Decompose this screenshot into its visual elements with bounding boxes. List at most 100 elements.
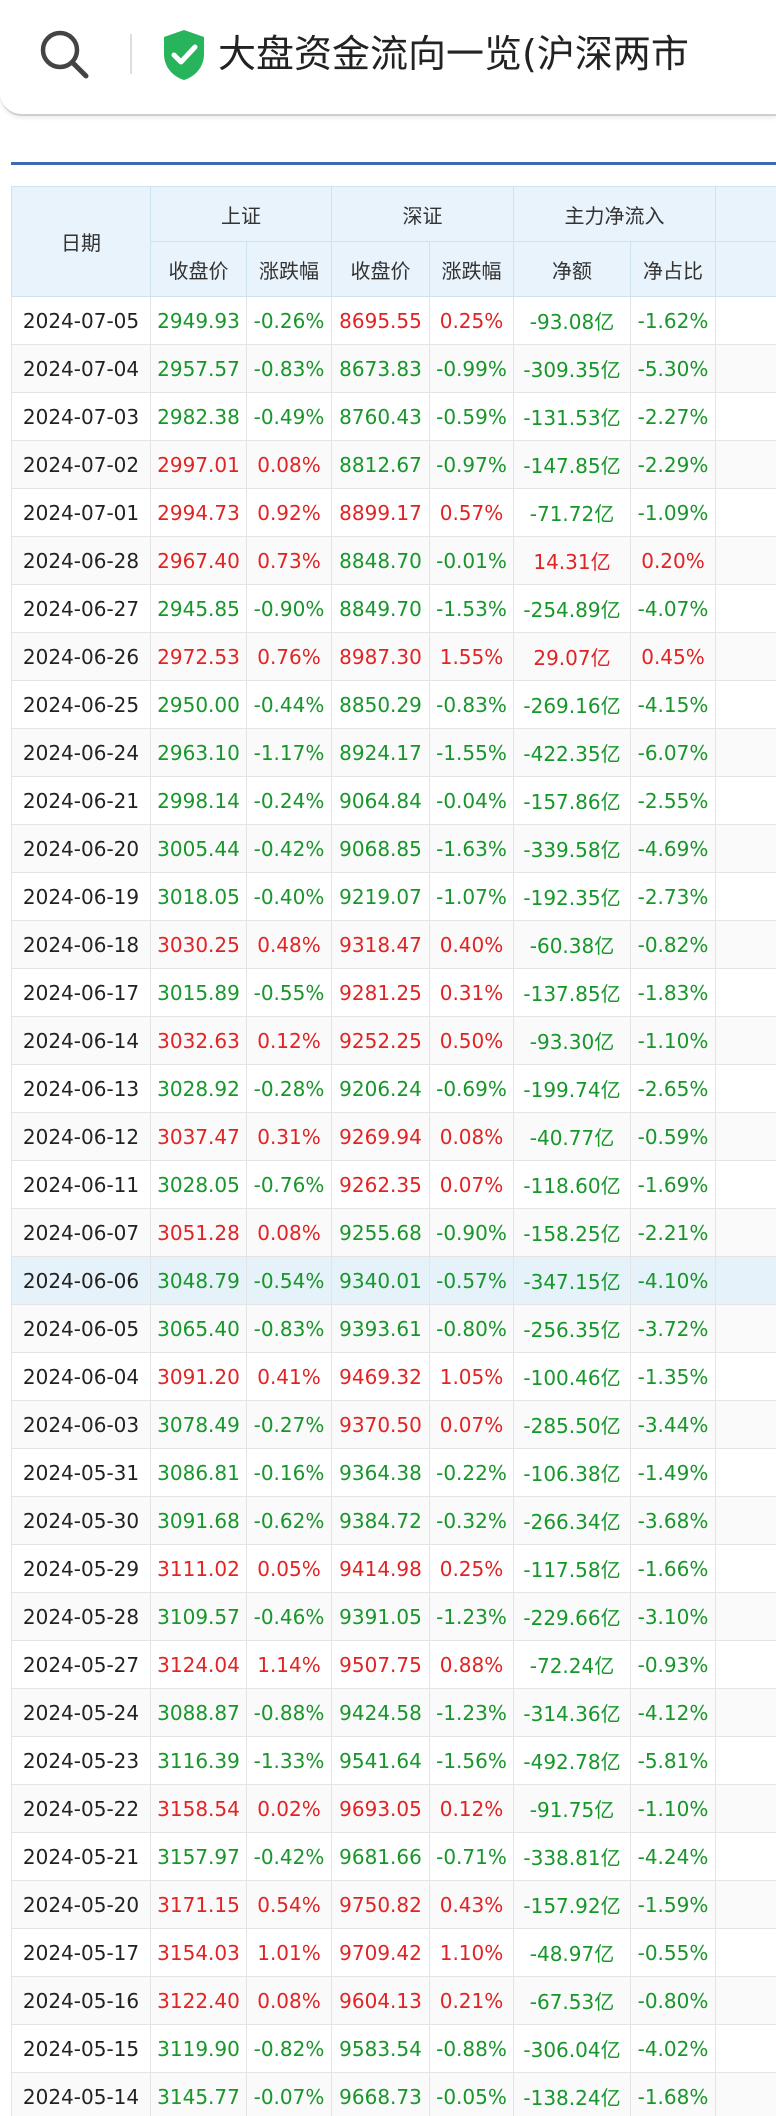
value-cell: 0.12%	[429, 1784, 514, 1833]
value-cell: -254.89亿	[513, 584, 631, 633]
value-cell: 1.55%	[429, 632, 514, 681]
value-cell: -106.38亿	[513, 1448, 631, 1497]
value-cell: 29.07亿	[513, 632, 631, 681]
value-cell: -138.24亿	[513, 2072, 631, 2116]
value-cell: 21.7	[715, 1928, 776, 1977]
value-cell: 2949.93	[150, 296, 247, 345]
value-cell: -154	[715, 1832, 776, 1881]
value-cell: -93.08亿	[513, 296, 631, 345]
value-cell: -5.81%	[630, 1736, 716, 1785]
table-container: 日期上证深证主力净流入超收盘价涨跌幅收盘价涨跌幅净额净占比净 2024-07-0…	[11, 186, 776, 2116]
group-header: 深证	[331, 186, 514, 242]
value-cell: -117.58亿	[513, 1544, 631, 1593]
value-cell: -0.57%	[429, 1256, 514, 1305]
value-cell: 3124.04	[150, 1640, 247, 1689]
value-cell: 0.45%	[630, 632, 716, 681]
value-cell: -126	[715, 1256, 776, 1305]
value-cell: 0.43%	[429, 1880, 514, 1929]
value-cell: 9384.72	[331, 1496, 430, 1545]
value-cell: -1.55%	[429, 728, 514, 777]
value-cell: -0.42%	[246, 1832, 332, 1881]
data-row: 2024-05-16 3122.40 0.08% 9604.13 0.21% -67.53…	[11, 1976, 776, 2025]
value-cell: 2997.01	[150, 440, 247, 489]
data-row: 2024-07-04 2957.57 -0.83% 8673.83 -0.99% -309…	[11, 344, 776, 393]
value-cell: -147.85亿	[513, 440, 631, 489]
value-cell: -0.44%	[246, 680, 332, 729]
value-cell: 2994.73	[150, 488, 247, 537]
date-cell: 2024-06-18	[11, 920, 151, 969]
value-cell: -0.55%	[630, 1928, 716, 1977]
value-cell: -33.	[715, 968, 776, 1017]
value-cell: 9750.82	[331, 1880, 430, 1929]
value-cell: -0.71%	[429, 1832, 514, 1881]
value-cell: -5.30%	[630, 344, 716, 393]
value-cell: -48.97亿	[513, 1928, 631, 1977]
value-cell: -78.	[715, 1880, 776, 1929]
value-cell: -56.	[715, 392, 776, 441]
date-cell: 2024-05-22	[11, 1784, 151, 1833]
value-cell: 3116.39	[150, 1736, 247, 1785]
value-cell: -118.60亿	[513, 1160, 631, 1209]
value-cell: -1.10%	[630, 1784, 716, 1833]
table-body: 2024-07-05 2949.93 -0.26% 8695.55 0.25% -93.0…	[11, 296, 776, 2116]
date-cell: 2024-05-23	[11, 1736, 151, 1785]
value-cell: -9.0	[715, 1640, 776, 1689]
value-cell: 1.10%	[429, 1928, 514, 1977]
value-cell: -0.82%	[630, 920, 716, 969]
value-cell: -136	[715, 2024, 776, 2073]
value-cell: -75.	[715, 440, 776, 489]
value-cell: -0.16%	[246, 1448, 332, 1497]
date-cell: 2024-06-25	[11, 680, 151, 729]
data-row: 2024-07-02 2997.01 0.08% 8812.67 -0.97% -147.…	[11, 440, 776, 489]
value-cell: -1.35%	[630, 1352, 716, 1401]
value-cell: -3.68%	[630, 1496, 716, 1545]
value-cell: -4.69%	[630, 824, 716, 873]
value-cell: 37.3	[715, 536, 776, 585]
date-cell: 2024-05-27	[11, 1640, 151, 1689]
value-cell: -1.07%	[429, 872, 514, 921]
value-cell: 2957.57	[150, 344, 247, 393]
value-cell: -0.01%	[429, 536, 514, 585]
date-header: 日期	[11, 186, 151, 297]
value-cell: 9414.98	[331, 1544, 430, 1593]
search-icon[interactable]	[36, 26, 92, 82]
value-cell: 3088.87	[150, 1688, 247, 1737]
value-cell: 3091.68	[150, 1496, 247, 1545]
value-cell: 9370.50	[331, 1400, 430, 1449]
data-row: 2024-06-06 3048.79 -0.54% 9340.01 -0.57% -347…	[11, 1256, 776, 1305]
value-cell: 9541.64	[331, 1736, 430, 1785]
value-cell: 3122.40	[150, 1976, 247, 2025]
value-cell: 2972.53	[150, 632, 247, 681]
data-row: 2024-06-24 2963.10 -1.17% 8924.17 -1.55% -422…	[11, 728, 776, 777]
value-cell: -1.66%	[630, 1544, 716, 1593]
value-cell: 0.25%	[429, 1544, 514, 1593]
value-cell: 3119.90	[150, 2024, 247, 2073]
value-cell: -2.27%	[630, 392, 716, 441]
value-cell: 9206.24	[331, 1064, 430, 1113]
value-cell: 9262.35	[331, 1160, 430, 1209]
value-cell: 0.21%	[429, 1976, 514, 2025]
value-cell: -0.42%	[246, 824, 332, 873]
value-cell: -69.	[715, 1064, 776, 1113]
value-cell: -229.66亿	[513, 1592, 631, 1641]
data-row: 2024-05-24 3088.87 -0.88% 9424.58 -1.23% -314…	[11, 1688, 776, 1737]
value-cell: -139	[715, 1688, 776, 1737]
value-cell: -1.59%	[630, 1880, 716, 1929]
sub-header: 收盘价	[331, 241, 430, 297]
sub-header: 净	[715, 241, 776, 297]
date-cell: 2024-05-21	[11, 1832, 151, 1881]
data-row: 2024-06-14 3032.63 0.12% 9252.25 0.50% -93.30…	[11, 1016, 776, 1065]
date-cell: 2024-06-24	[11, 728, 151, 777]
value-cell: 9252.25	[331, 1016, 430, 1065]
value-cell: -83.	[715, 1208, 776, 1257]
date-cell: 2024-06-13	[11, 1064, 151, 1113]
date-cell: 2024-05-20	[11, 1880, 151, 1929]
table-head: 日期上证深证主力净流入超收盘价涨跌幅收盘价涨跌幅净额净占比净	[11, 186, 776, 297]
header-row: 日期上证深证主力净流入超	[11, 186, 776, 297]
data-row: 2024-05-31 3086.81 -0.16% 9364.38 -0.22% -106…	[11, 1448, 776, 1497]
value-cell: 0.54%	[246, 1880, 332, 1929]
date-cell: 2024-06-27	[11, 584, 151, 633]
date-cell: 2024-06-17	[11, 968, 151, 1017]
value-cell: 8812.67	[331, 440, 430, 489]
value-cell: -1.23%	[429, 1592, 514, 1641]
